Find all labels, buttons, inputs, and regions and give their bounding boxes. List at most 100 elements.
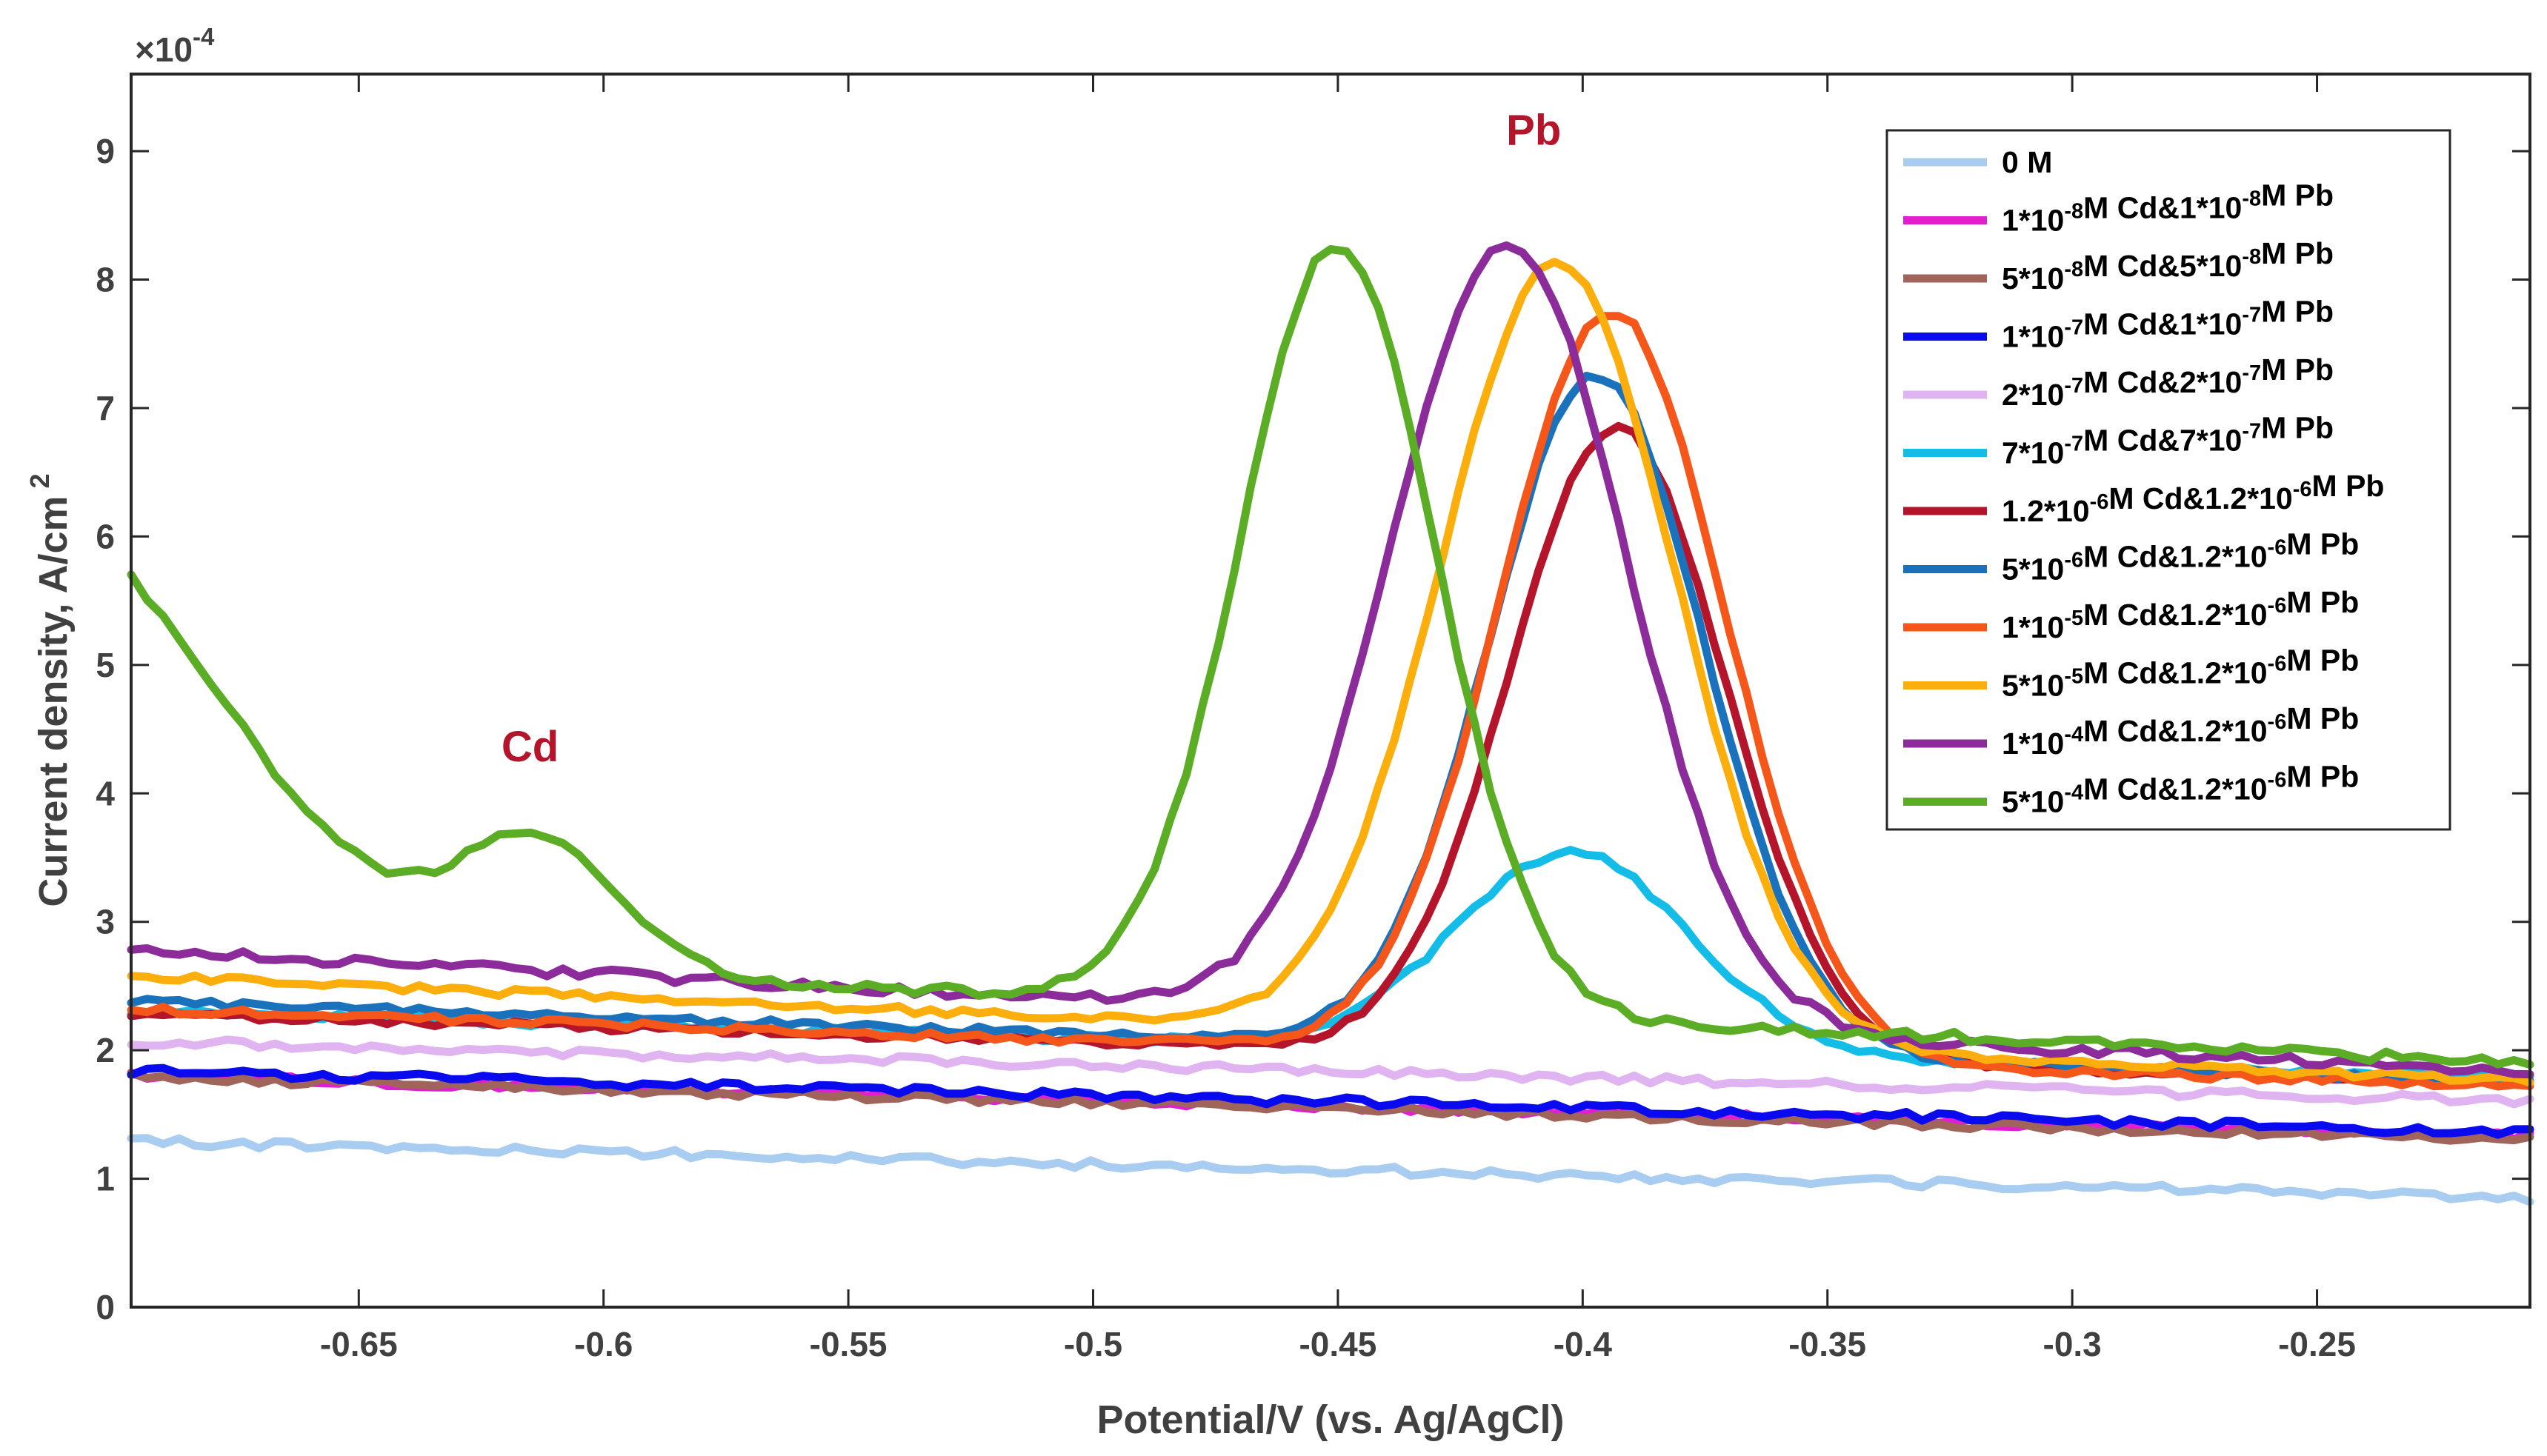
series-line	[127, 1069, 2534, 1145]
x-tick-label: -0.5	[1064, 1325, 1122, 1363]
y-axis-label-power: 2	[24, 473, 55, 488]
legend-superscript: -7	[2064, 374, 2083, 398]
legend-superscript: -8	[2242, 245, 2261, 269]
x-tick-label: -0.65	[320, 1325, 398, 1363]
series-line	[127, 241, 2534, 1079]
legend-superscript: -7	[2064, 433, 2083, 456]
annotation-label: Cd	[502, 723, 559, 771]
annotation-label: Pb	[1506, 106, 1561, 154]
y-axis-label: Current density, A/cm 2	[24, 473, 76, 906]
legend-superscript: -7	[2064, 316, 2083, 340]
y-tick-label: 0	[96, 1288, 115, 1326]
legend-superscript: -8	[2064, 200, 2083, 224]
legend-text-part: M Cd&1.2*10	[2083, 772, 2267, 807]
annotations: Cd Pb	[502, 106, 1561, 771]
legend-text-part: 1*10	[2002, 204, 2064, 238]
legend-superscript: -6	[2268, 594, 2287, 618]
legend-superscript: -7	[2242, 420, 2261, 444]
legend-text-part: M Pb	[2286, 644, 2359, 678]
y-tick-label: 4	[96, 774, 115, 812]
legend-text-part: M Pb	[2261, 236, 2334, 270]
y-axis-exponent: ×10-4	[135, 23, 215, 69]
legend-text-part: M Cd&1.2*10	[2083, 714, 2267, 748]
legend-text-part: M Cd&1*10	[2083, 307, 2242, 341]
legend-text-part: 5*10	[2002, 552, 2064, 587]
legend-superscript: -5	[2064, 665, 2083, 689]
legend-superscript: -8	[2064, 258, 2083, 281]
x-axis-label: Potential/V (vs. Ag/AgCl)	[1096, 1397, 1564, 1442]
legend-superscript: -6	[2268, 536, 2287, 560]
legend-text-part: M Pb	[2286, 527, 2359, 561]
legend-entry: 1*10-4M Cd&1.2*10-6M Pb	[2002, 701, 2359, 761]
legend-text-part: M Pb	[2286, 585, 2359, 619]
legend-entry: 1*10-5M Cd&1.2*10-6M Pb	[2002, 585, 2359, 644]
data-series	[127, 241, 2534, 1206]
x-tick-label: -0.3	[2043, 1325, 2102, 1363]
legend-text-part: M Pb	[2286, 760, 2359, 794]
legend-text-part: 5*10	[2002, 669, 2064, 703]
legend-text-part: M Pb	[2261, 178, 2334, 213]
legend-text-part: M Cd&1.2*10	[2083, 656, 2267, 690]
y-axis-exponent-power: -4	[193, 23, 215, 50]
y-tick-label: 3	[96, 903, 115, 941]
legend-text-part: M Pb	[2261, 295, 2334, 329]
legend-text-part: M Cd&1.2*10	[2083, 540, 2267, 574]
legend-entry: 0 M	[2002, 145, 2052, 179]
legend-superscript: -6	[2268, 710, 2287, 734]
y-tick-label: 8	[96, 261, 115, 299]
legend-superscript: -6	[2090, 490, 2109, 514]
x-tick-label: -0.6	[574, 1325, 633, 1363]
legend-text-part: M Cd&7*10	[2083, 424, 2242, 458]
y-tick-label: 7	[96, 389, 115, 427]
legend-text-part: M Pb	[2312, 469, 2385, 503]
x-tick-label: -0.45	[1299, 1325, 1376, 1363]
legend-text-part: 7*10	[2002, 436, 2064, 470]
y-tick-label: 5	[96, 646, 115, 684]
legend-entry: 7*10-7M Cd&7*10-7M Pb	[2002, 411, 2334, 470]
x-tick-label: -0.55	[810, 1325, 888, 1363]
y-tick-label: 2	[96, 1031, 115, 1069]
y-tick-label: 9	[96, 132, 115, 170]
legend-text-part: 5*10	[2002, 261, 2064, 295]
series-line	[127, 1035, 2534, 1109]
legend-superscript: -4	[2064, 781, 2083, 805]
legend-text-part: M Cd&2*10	[2083, 365, 2242, 399]
legend-text-part: 1.2*10	[2002, 494, 2090, 528]
legend-text-part: 0 M	[2002, 145, 2052, 179]
legend-text-part: 1*10	[2002, 610, 2064, 644]
legend-superscript: -6	[2268, 652, 2287, 676]
legend-superscript: -6	[2064, 549, 2083, 572]
legend-superscript: -5	[2064, 607, 2083, 630]
series-line	[127, 312, 2534, 1091]
legend-entry: 5*10-8M Cd&5*10-8M Pb	[2002, 236, 2334, 295]
series-line	[127, 258, 2534, 1087]
legend: 0 M1*10-8M Cd&1*10-8M Pb5*10-8M Cd&5*10-…	[1885, 129, 2451, 831]
legend-text-part: M Pb	[2261, 411, 2334, 445]
legend-entry: 5*10-5M Cd&1.2*10-6M Pb	[2002, 644, 2359, 703]
legend-box	[1885, 129, 2451, 831]
legend-entry: 1.2*10-6M Cd&1.2*10-6M Pb	[2002, 469, 2384, 528]
legend-entry: 5*10-4M Cd&1.2*10-6M Pb	[2002, 760, 2359, 819]
legend-text-part: M Cd&1.2*10	[2108, 481, 2292, 515]
legend-superscript: -7	[2242, 304, 2261, 327]
legend-text-part: M Cd&5*10	[2083, 249, 2242, 283]
legend-text-part: 2*10	[2002, 378, 2064, 412]
y-axis-exponent-prefix: ×10	[135, 30, 193, 69]
legend-text-part: 5*10	[2002, 785, 2064, 819]
legend-text-part: M Cd&1.2*10	[2083, 598, 2267, 632]
legend-text-part: M Pb	[2261, 353, 2334, 387]
legend-entry: 1*10-7M Cd&1*10-7M Pb	[2002, 295, 2334, 354]
legend-superscript: -4	[2064, 723, 2083, 747]
x-tick-label: -0.35	[1788, 1325, 1866, 1363]
series-line	[127, 1134, 2534, 1206]
legend-text-part: M Cd&1*10	[2083, 191, 2242, 225]
y-tick-label: 1	[96, 1160, 115, 1198]
legend-superscript: -8	[2242, 187, 2261, 211]
plot-frame	[130, 73, 2531, 1309]
legend-text-part: 1*10	[2002, 320, 2064, 354]
legend-superscript: -6	[2268, 769, 2287, 792]
legend-text-part: 1*10	[2002, 727, 2064, 761]
y-axis-label-main: Current density, A/cm	[31, 495, 76, 906]
axis-ticks: -0.65 -0.6 -0.55 -0.5 -0.45 -0.4 -0.35 -0.3 -0.2…	[96, 74, 2530, 1363]
